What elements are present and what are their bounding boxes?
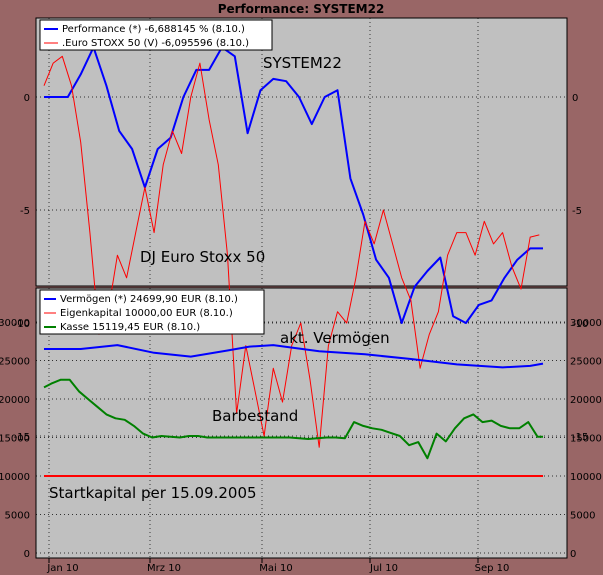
legend-entry-vermoegen: Vermögen (*) 24699,90 EUR (8.10.) bbox=[60, 294, 238, 305]
annotation-startkapital: Startkapital per 15.09.2005 bbox=[49, 484, 257, 502]
annotation-system22: SYSTEM22 bbox=[263, 54, 342, 72]
chart-title: Performance: SYSTEM22 bbox=[218, 2, 385, 16]
bottom-ytick-left-0: 30000 bbox=[0, 318, 30, 329]
top-legend-box bbox=[39, 19, 273, 51]
bottom-legend-box bbox=[39, 289, 265, 335]
xtick-label-2: Mai 10 bbox=[259, 563, 292, 574]
bottom-ytick-right-3: 15000 bbox=[570, 434, 602, 445]
bottom-ytick-right-1: 25000 bbox=[570, 357, 602, 368]
legend-entry-kasse: Kasse 15119,45 EUR (8.10.) bbox=[60, 322, 200, 333]
top-legend: Performance (*) -6,688145 % (8.10.) .Eur… bbox=[39, 19, 273, 51]
top-ytick-left-2: -5 bbox=[20, 206, 30, 217]
top-ytick-right-3: -10 bbox=[572, 319, 588, 330]
bottom-ytick-left-1: 25000 bbox=[0, 357, 30, 368]
xtick-label-0: Jan 10 bbox=[46, 563, 78, 574]
bottom-ytick-left-2: 20000 bbox=[0, 395, 30, 406]
xtick-label-1: Mrz 10 bbox=[147, 563, 181, 574]
annotation-dj-euro-stoxx-50: DJ Euro Stoxx 50 bbox=[140, 248, 265, 266]
xtick-label-4: Sep 10 bbox=[475, 563, 510, 574]
top-ytick-left-4: -15 bbox=[14, 432, 30, 443]
bottom-series bbox=[43, 344, 544, 477]
bottom-ytick-right-4: 10000 bbox=[570, 472, 602, 483]
legend-entry-eigenkapital: Eigenkapital 10000,00 EUR (8.10.) bbox=[60, 308, 233, 319]
top-ytick-right-4: -15 bbox=[572, 432, 588, 443]
bottom-ytick-left-3: 15000 bbox=[0, 434, 30, 445]
bottom-ytick-right-2: 20000 bbox=[570, 395, 602, 406]
top-ytick-right-1: 0 bbox=[572, 93, 578, 104]
bottom-ytick-left-4: 10000 bbox=[0, 472, 30, 483]
bottom-series-line-2 bbox=[43, 378, 543, 460]
annotation-barbestand: Barbestand bbox=[212, 407, 298, 425]
bottom-legend: Vermögen (*) 24699,90 EUR (8.10.) Eigenk… bbox=[39, 289, 265, 335]
bottom-ytick-left-6: 0 bbox=[24, 549, 30, 560]
top-tick-labels: 5500-5-5-10-10-15-15 bbox=[14, 93, 589, 443]
annotation-akt-vermoegen: akt. Vermögen bbox=[280, 329, 390, 347]
legend-entry-eurostoxx: .Euro STOXX 50 (V) -6,095596 (8.10.) bbox=[62, 38, 249, 49]
bottom-series-line-0 bbox=[44, 344, 544, 369]
legend-entry-performance: Performance (*) -6,688145 % (8.10.) bbox=[62, 24, 245, 35]
bottom-ytick-left-5: 5000 bbox=[5, 511, 30, 522]
bottom-tick-labels: 30000 30000 25000 25000 20000 20000 15000 15000… bbox=[0, 318, 602, 560]
top-ytick-left-1: 0 bbox=[24, 93, 30, 104]
x-tick-labels: Jan 10 Mrz 10 Mai 10 Jul 10 Sep 10 bbox=[46, 558, 509, 574]
top-ytick-right-2: -5 bbox=[572, 206, 582, 217]
xtick-label-3: Jul 10 bbox=[369, 563, 398, 574]
top-series bbox=[43, 46, 543, 448]
bottom-ytick-right-6: 0 bbox=[570, 549, 576, 560]
top-series-line-1 bbox=[43, 55, 540, 448]
bottom-ytick-right-0: 30000 bbox=[570, 318, 602, 329]
bottom-ytick-right-5: 5000 bbox=[570, 511, 595, 522]
top-series-line-0 bbox=[44, 46, 543, 324]
top-ytick-left-3: -10 bbox=[14, 319, 30, 330]
